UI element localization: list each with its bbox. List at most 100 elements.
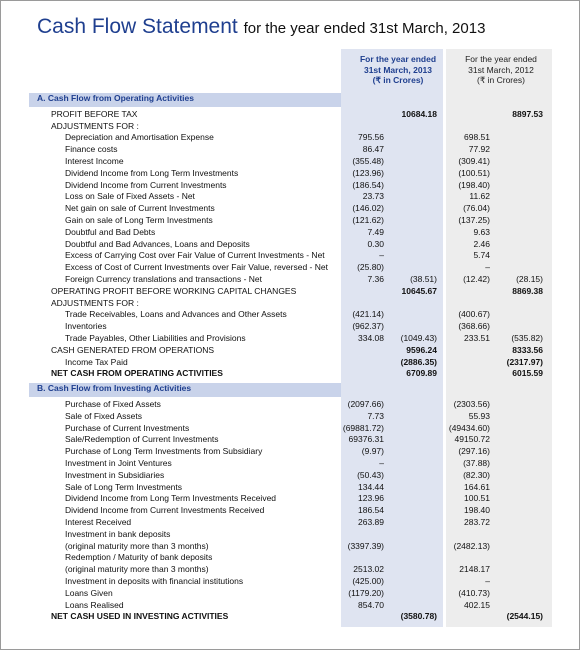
subtitle: for the year ended 31st March, 2013 (243, 20, 486, 37)
row-value: 283.72 (464, 517, 490, 527)
column-shade (341, 49, 443, 627)
row-value: 77.92 (468, 144, 490, 155)
row-label: CASH GENERATED FROM OPERATIONS (51, 344, 215, 355)
row-value: 402.15 (464, 599, 490, 610)
row-label: NET CASH USED IN INVESTING ACTIVITIES (51, 611, 229, 622)
row-value: (2544.15) (506, 611, 543, 622)
row-value: – (379, 250, 384, 261)
row-value: (123.96) (352, 167, 384, 178)
row-value: (82.30) (463, 469, 490, 480)
row-label: Foreign Currency translations and transa… (65, 274, 263, 284)
row-label: Purchase of Fixed Assets (65, 399, 161, 409)
row-value: (2886.35) (400, 356, 437, 367)
row-label: Inventories (65, 321, 107, 332)
row-value: (962.37) (352, 321, 384, 332)
row-value: (2317.97) (506, 356, 543, 367)
row-label: NET CASH FROM OPERATING ACTIVITIES (51, 368, 223, 379)
row-value: 0.30 (367, 238, 384, 249)
row-value: 334.08 (358, 333, 384, 343)
row-label: ADJUSTMENTS FOR : (51, 297, 139, 308)
row-label: Purchase of Current Investments (65, 422, 190, 433)
row-label: Redemption / Maturity of bank deposits (65, 552, 213, 563)
row-value: 2.46 (473, 238, 490, 249)
row-label: Dividend Income from Current Investments (65, 179, 227, 190)
row-value: 795.56 (358, 132, 384, 143)
column-header-line: For the year ended (465, 54, 537, 64)
row-value: (12.42) (463, 274, 490, 284)
row-label: Investment in Joint Ventures (65, 458, 172, 468)
row-value: (9.97) (361, 446, 384, 457)
row-value: (186.54) (352, 179, 384, 190)
row-label: Investment in deposits with financial in… (65, 576, 244, 586)
row-label: ADJUSTMENTS FOR : (51, 120, 139, 131)
row-label: Loss on Sale of Fixed Assets - Net (65, 191, 195, 202)
row-value: (146.02) (352, 203, 384, 214)
row-value: 9.63 (473, 226, 490, 237)
row-value: 6015.59 (512, 368, 543, 379)
row-value: 10645.67 (401, 285, 437, 296)
row-label: Dividend Income from Long Term Investmen… (65, 167, 239, 178)
row-value: (410.73) (458, 587, 490, 598)
row-label: Net gain on sale of Current Investments (65, 203, 215, 214)
row-value: – (485, 262, 490, 273)
row-value: 7.49 (367, 226, 384, 237)
row-value: (425.00) (352, 576, 384, 586)
row-value: 8897.53 (512, 108, 543, 119)
row-value: (37.88) (463, 458, 490, 468)
row-value: 2513.02 (353, 564, 384, 575)
row-value: (69881.72) (342, 422, 384, 433)
row-label: Sale/Redemption of Current Investments (65, 434, 219, 445)
row-label: Income Tax Paid (65, 356, 128, 367)
row-label: Loans Realised (65, 599, 124, 610)
row-value: 263.89 (358, 517, 384, 527)
row-value: (2097.66) (347, 399, 384, 409)
row-value: (2482.13) (453, 540, 490, 551)
column-header: For the year ended 31st March, 2013 (₹ in … (343, 54, 453, 86)
row-label: (original maturity more than 3 months) (65, 564, 209, 575)
row-value: (137.25) (458, 215, 490, 225)
row-value: 698.51 (464, 132, 490, 143)
column-header-line: 31st March, 2013 (363, 64, 433, 75)
row-label: Loans Given (65, 587, 113, 598)
row-value: 86.47 (362, 144, 384, 155)
row-value: 49150.72 (454, 434, 490, 445)
row-value: (76.04) (463, 203, 490, 214)
row-value: (198.40) (458, 179, 490, 190)
row-label: Sale of Fixed Assets (65, 410, 143, 421)
row-label: PROFIT BEFORE TAX (51, 108, 138, 119)
row-label: Dividend Income from Long Term Investmen… (65, 493, 277, 504)
row-label: Gain on sale of Long Term Investments (65, 215, 213, 225)
title: Cash Flow Statement (37, 15, 238, 38)
row-value: (100.51) (458, 167, 490, 178)
row-label: Dividend Income from Current Investments… (65, 505, 265, 516)
row-value: (49434.60) (448, 422, 490, 433)
row-value: (3397.39) (347, 540, 384, 551)
row-value: 5.74 (473, 250, 490, 261)
row-label: Sale of Long Term Investments (65, 481, 183, 492)
row-value: (3580.78) (400, 611, 437, 622)
column-shade (446, 49, 552, 627)
row-label: Purchase of Long Term Investments from S… (65, 446, 263, 457)
row-value: (535.82) (511, 333, 543, 343)
row-label: Depreciation and Amortisation Expense (65, 132, 214, 143)
row-value: 69376.31 (348, 434, 384, 445)
row-value: 134.44 (358, 481, 384, 492)
row-value: 9596.24 (406, 344, 437, 355)
row-value: 7.73 (367, 410, 384, 421)
row-value: 7.36 (367, 274, 384, 284)
row-label: Investment in Subsidiaries (65, 469, 165, 480)
row-value: (1049.43) (400, 333, 437, 343)
row-value: 186.54 (358, 505, 384, 516)
column-header-line: (₹ in Crores) (372, 75, 424, 85)
row-value: 100.51 (464, 493, 490, 504)
row-value: (121.62) (352, 215, 384, 225)
row-value: (421.14) (352, 309, 384, 320)
row-label: OPERATING PROFIT BEFORE WORKING CAPITAL … (51, 285, 297, 296)
row-value: (38.51) (410, 274, 437, 284)
row-label: Excess of Carrying Cost over Fair Value … (65, 250, 325, 261)
section-header: A. Cash Flow from Operating Activities (29, 93, 341, 107)
row-label: Trade Receivables, Loans and Advances an… (65, 309, 287, 320)
row-value: 10684.18 (401, 108, 437, 119)
column-header-line: For the year ended (359, 54, 437, 64)
